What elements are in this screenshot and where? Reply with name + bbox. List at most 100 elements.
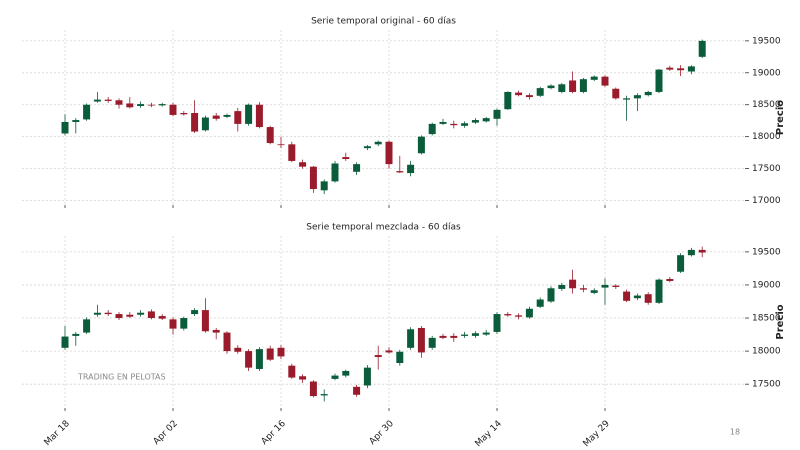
candle-body xyxy=(417,136,425,154)
candle-body xyxy=(277,347,285,357)
y-tick-label: 17000 xyxy=(752,196,781,206)
candle-body xyxy=(191,310,199,315)
candle-body xyxy=(666,67,674,70)
candle-body xyxy=(569,80,577,92)
x-tick-label: May 29 xyxy=(582,419,613,450)
candle-body xyxy=(288,365,296,378)
candle-body xyxy=(288,144,296,161)
y-tick-label: 19000 xyxy=(752,280,781,290)
candle-body xyxy=(482,332,490,335)
candle-body xyxy=(536,88,544,96)
candle-body xyxy=(698,40,706,57)
candle-body xyxy=(590,76,598,80)
candle-body xyxy=(158,104,166,106)
candle-body xyxy=(623,291,631,301)
candle-body xyxy=(547,288,555,302)
candle-body xyxy=(644,91,652,96)
candle-body xyxy=(493,109,501,119)
y-axis-label: Precio xyxy=(775,100,786,135)
candle-body xyxy=(439,121,447,124)
candle-body xyxy=(461,123,469,126)
candle-body xyxy=(93,312,101,315)
candle-body xyxy=(266,127,274,144)
x-tick-label: Apr 30 xyxy=(368,419,396,447)
candle-body xyxy=(461,334,469,336)
y-tick-label: 19500 xyxy=(752,36,781,46)
candle-body xyxy=(147,311,155,319)
candle-body xyxy=(655,69,663,92)
candle-body xyxy=(633,295,641,299)
candle-body xyxy=(417,327,425,353)
candle-body xyxy=(590,290,598,293)
candle-body xyxy=(569,279,577,289)
candle-body xyxy=(147,104,155,106)
candle-body xyxy=(623,98,631,100)
candle-body xyxy=(363,367,371,386)
candle-body xyxy=(525,308,533,318)
candle-body xyxy=(428,123,436,135)
candle-body xyxy=(547,85,555,89)
candle-body xyxy=(137,312,145,315)
candle-body xyxy=(353,164,361,172)
candle-body xyxy=(212,115,220,119)
candle-body xyxy=(137,104,145,107)
candle-body xyxy=(320,181,328,191)
candle-body xyxy=(61,336,69,348)
x-tick-label: Apr 02 xyxy=(152,419,180,447)
candle-body xyxy=(698,249,706,253)
candle-body xyxy=(504,314,512,316)
candle-body xyxy=(320,394,328,396)
candle-body xyxy=(450,123,458,126)
candle-body xyxy=(277,144,285,146)
candle-body xyxy=(72,120,80,122)
candle-body xyxy=(245,351,253,368)
candle-body xyxy=(342,370,350,376)
candle-body xyxy=(471,120,479,123)
candle-body xyxy=(234,111,242,124)
candle-body xyxy=(331,163,339,182)
candle-body xyxy=(83,319,91,333)
y-tick-label: 17500 xyxy=(752,380,781,390)
x-tick-label: May 14 xyxy=(474,419,505,450)
candle-body xyxy=(493,314,501,332)
candle-body xyxy=(428,337,436,348)
candle-body xyxy=(677,68,685,71)
y-axis-label: Precio xyxy=(775,304,786,339)
candle-body xyxy=(309,381,317,397)
candle-body xyxy=(612,285,620,287)
candle-body xyxy=(385,350,393,353)
candle-body xyxy=(126,103,134,108)
candle-body xyxy=(180,318,188,329)
candle-body xyxy=(115,314,123,319)
candle-body xyxy=(482,118,490,122)
candle-body xyxy=(407,329,415,348)
candle-body xyxy=(504,91,512,110)
candle-body xyxy=(558,84,566,92)
candle-body xyxy=(93,99,101,102)
candle-body xyxy=(180,113,188,115)
candle-body xyxy=(374,141,382,145)
candle-body xyxy=(169,104,177,115)
candle-body xyxy=(299,162,307,167)
candle-body xyxy=(439,335,447,338)
candle-body xyxy=(363,146,371,149)
candle-body xyxy=(115,100,123,105)
candle-body xyxy=(687,249,695,256)
candle-body xyxy=(579,288,587,290)
x-tick-label: Mar 18 xyxy=(43,419,72,448)
candle-body xyxy=(255,104,263,128)
candle-body xyxy=(309,166,317,190)
candle-body xyxy=(396,171,404,173)
candle-body xyxy=(266,348,274,360)
candle-body xyxy=(169,319,177,329)
candle-body xyxy=(234,347,242,352)
candle-body xyxy=(61,121,69,134)
candle-body xyxy=(612,88,620,99)
candle-body xyxy=(407,164,415,174)
candle-body xyxy=(299,376,307,380)
candle-body xyxy=(255,349,263,369)
candle-body xyxy=(633,95,641,99)
candle-body xyxy=(223,114,231,117)
candle-body xyxy=(191,113,199,132)
candle-body xyxy=(72,333,80,336)
